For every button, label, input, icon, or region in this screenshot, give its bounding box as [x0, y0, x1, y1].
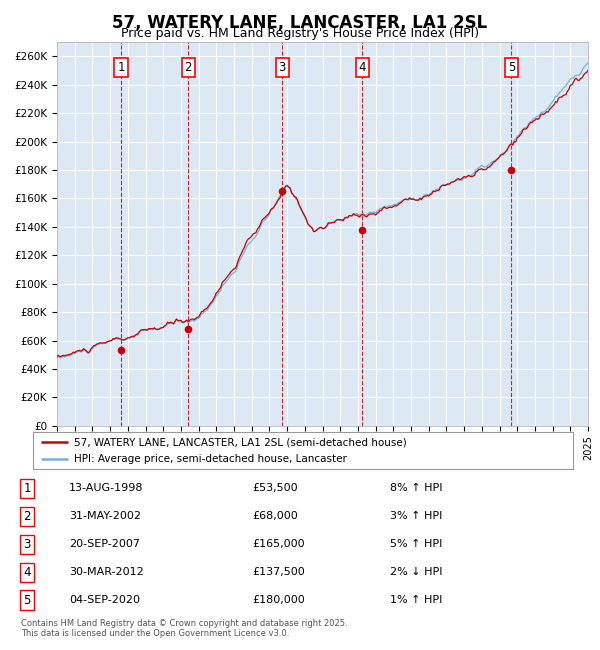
Text: 3: 3 [23, 538, 31, 551]
Text: 13-AUG-1998: 13-AUG-1998 [69, 484, 143, 493]
Text: HPI: Average price, semi-detached house, Lancaster: HPI: Average price, semi-detached house,… [74, 454, 346, 463]
Text: 4: 4 [359, 60, 366, 73]
Text: 2: 2 [23, 510, 31, 523]
Text: 2% ↓ HPI: 2% ↓ HPI [390, 567, 443, 577]
Text: £165,000: £165,000 [252, 540, 305, 549]
Text: 30-MAR-2012: 30-MAR-2012 [69, 567, 144, 577]
Text: 57, WATERY LANE, LANCASTER, LA1 2SL: 57, WATERY LANE, LANCASTER, LA1 2SL [112, 14, 488, 32]
Text: £68,000: £68,000 [252, 512, 298, 521]
Text: 3: 3 [278, 60, 286, 73]
Text: 31-MAY-2002: 31-MAY-2002 [69, 512, 141, 521]
Text: 1: 1 [118, 60, 125, 73]
Text: 1% ↑ HPI: 1% ↑ HPI [390, 595, 442, 605]
Text: 20-SEP-2007: 20-SEP-2007 [69, 540, 140, 549]
Text: 5: 5 [23, 594, 31, 607]
Text: £53,500: £53,500 [252, 484, 298, 493]
Text: 8% ↑ HPI: 8% ↑ HPI [390, 484, 443, 493]
Text: £180,000: £180,000 [252, 595, 305, 605]
Text: 3% ↑ HPI: 3% ↑ HPI [390, 512, 442, 521]
Text: Contains HM Land Registry data © Crown copyright and database right 2025.
This d: Contains HM Land Registry data © Crown c… [21, 619, 347, 638]
Text: 5: 5 [508, 60, 515, 73]
Text: 57, WATERY LANE, LANCASTER, LA1 2SL (semi-detached house): 57, WATERY LANE, LANCASTER, LA1 2SL (sem… [74, 437, 406, 447]
Text: 2: 2 [185, 60, 192, 73]
Text: 04-SEP-2020: 04-SEP-2020 [69, 595, 140, 605]
Text: 1: 1 [23, 482, 31, 495]
Text: 5% ↑ HPI: 5% ↑ HPI [390, 540, 442, 549]
Text: £137,500: £137,500 [252, 567, 305, 577]
Text: Price paid vs. HM Land Registry's House Price Index (HPI): Price paid vs. HM Land Registry's House … [121, 27, 479, 40]
Text: 4: 4 [23, 566, 31, 579]
